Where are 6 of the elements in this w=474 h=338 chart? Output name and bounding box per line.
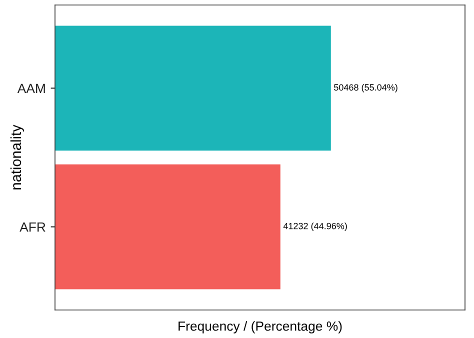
y-axis-title: nationality (10, 124, 24, 190)
data-label: 41232 (44.96%) (283, 222, 347, 232)
y-tick-label: AAM (17, 84, 45, 93)
x-axis-title: Frequency / (Percentage %) (178, 321, 342, 334)
data-label: 50468 (55.04%) (334, 84, 398, 92)
y-tick-label: AFR (20, 222, 46, 232)
